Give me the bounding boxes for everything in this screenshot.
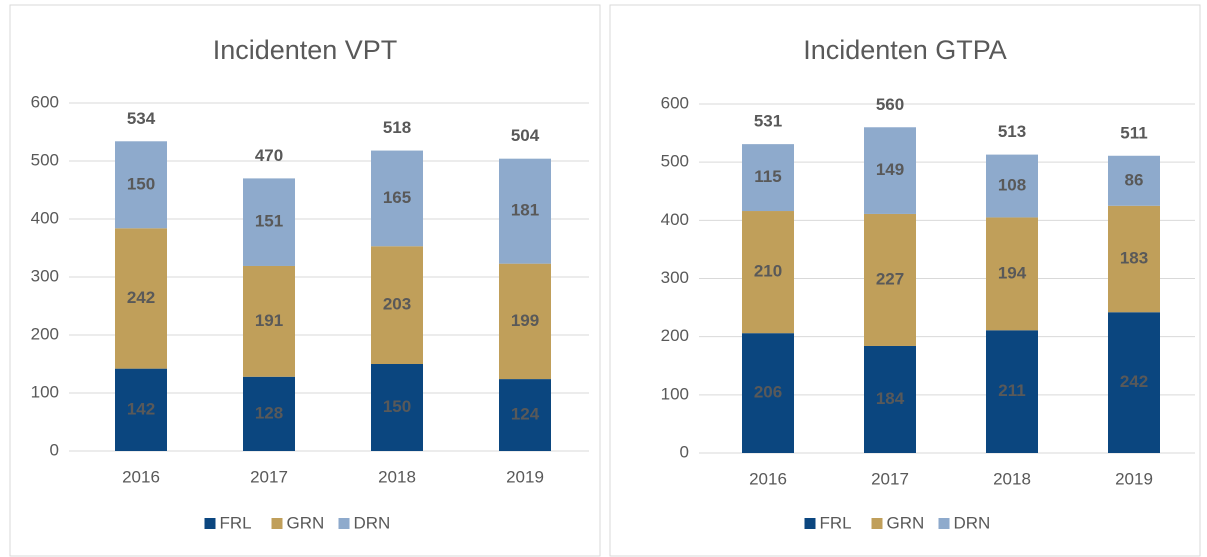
- data-label: 242: [127, 288, 155, 307]
- data-label: 183: [1120, 248, 1148, 267]
- data-label: 150: [127, 174, 155, 193]
- bar-segment: [115, 368, 167, 451]
- y-tick-label: 200: [661, 326, 689, 345]
- bar-segment: [115, 141, 167, 229]
- y-tick-label: 300: [661, 268, 689, 287]
- data-label: 227: [876, 269, 904, 288]
- data-label: 199: [511, 311, 539, 330]
- x-tick-label: 2016: [749, 469, 787, 488]
- data-label: 191: [255, 311, 283, 330]
- bar-segment: [499, 379, 551, 451]
- y-tick-label: 500: [31, 150, 59, 169]
- y-tick-label: 100: [661, 384, 689, 403]
- data-label: 181: [511, 201, 539, 220]
- chart-title: Incidenten VPT: [213, 35, 398, 65]
- y-tick-label: 100: [31, 382, 59, 401]
- legend-label: DRN: [954, 513, 991, 532]
- bar-segment: [1108, 205, 1160, 313]
- legend-swatch: [204, 518, 216, 529]
- total-label: 560: [876, 95, 904, 114]
- legend-swatch: [938, 518, 950, 529]
- chart-title: Incidenten GTPA: [803, 35, 1007, 65]
- data-label: 211: [998, 381, 1025, 400]
- bar-segment: [1108, 312, 1160, 453]
- data-label: 203: [383, 295, 411, 314]
- bar-segment: [243, 265, 295, 377]
- legend-label: GRN: [887, 513, 925, 532]
- y-tick-label: 0: [50, 440, 59, 459]
- legend-label: GRN: [287, 513, 325, 532]
- total-label: 518: [383, 118, 411, 137]
- data-label: 149: [876, 160, 904, 179]
- data-label: 108: [998, 175, 1026, 194]
- data-label: 124: [511, 405, 540, 424]
- y-tick-label: 600: [31, 92, 59, 111]
- y-tick-label: 200: [31, 324, 59, 343]
- bar-segment: [986, 217, 1038, 331]
- y-tick-label: 500: [661, 152, 689, 171]
- data-label: 151: [255, 212, 283, 231]
- x-tick-label: 2017: [871, 469, 909, 488]
- bar-segment: [864, 213, 916, 346]
- total-label: 511: [1120, 123, 1147, 142]
- data-label: 194: [998, 263, 1027, 282]
- data-label: 150: [383, 397, 411, 416]
- legend-swatch: [804, 518, 816, 529]
- y-tick-label: 300: [31, 266, 59, 285]
- total-label: 513: [998, 122, 1026, 141]
- total-label: 531: [754, 112, 782, 131]
- bar-segment: [742, 333, 794, 453]
- bar-segment: [115, 228, 167, 369]
- data-label: 115: [754, 167, 781, 186]
- bar-segment: [371, 150, 423, 247]
- x-tick-label: 2019: [1115, 469, 1153, 488]
- legend-label: DRN: [354, 513, 391, 532]
- x-tick-label: 2018: [378, 467, 416, 486]
- total-label: 470: [255, 146, 283, 165]
- y-tick-label: 0: [680, 442, 689, 461]
- bar-segment: [243, 178, 295, 266]
- legend-label: FRL: [820, 513, 852, 532]
- x-tick-label: 2018: [993, 469, 1031, 488]
- bar-segment: [742, 211, 794, 334]
- bar-segment: [243, 376, 295, 451]
- legend-swatch: [338, 518, 350, 529]
- y-tick-label: 400: [661, 210, 689, 229]
- bar-segment: [499, 158, 551, 264]
- data-label: 210: [754, 262, 782, 281]
- bar-segment: [864, 127, 916, 214]
- data-label: 86: [1125, 170, 1144, 189]
- bar-segment: [371, 364, 423, 451]
- bar-segment: [864, 345, 916, 453]
- data-label: 128: [255, 403, 283, 422]
- bar-segment: [499, 263, 551, 380]
- total-label: 534: [127, 109, 156, 128]
- bar-segment: [1108, 155, 1160, 206]
- y-tick-label: 600: [661, 93, 689, 112]
- legend-label: FRL: [220, 513, 252, 532]
- bar-segment: [742, 144, 794, 212]
- data-label: 142: [127, 399, 155, 418]
- data-label: 206: [754, 383, 782, 402]
- legend-swatch: [871, 518, 883, 529]
- total-label: 504: [511, 126, 540, 145]
- y-tick-label: 400: [31, 208, 59, 227]
- bar-segment: [371, 246, 423, 364]
- x-tick-label: 2016: [122, 467, 160, 486]
- data-label: 242: [1120, 372, 1148, 391]
- data-label: 165: [383, 188, 411, 207]
- bar-segment: [986, 154, 1038, 218]
- x-tick-label: 2017: [250, 467, 288, 486]
- bar-segment: [986, 330, 1038, 453]
- data-label: 184: [876, 389, 905, 408]
- x-tick-label: 2019: [506, 467, 544, 486]
- legend-swatch: [271, 518, 283, 529]
